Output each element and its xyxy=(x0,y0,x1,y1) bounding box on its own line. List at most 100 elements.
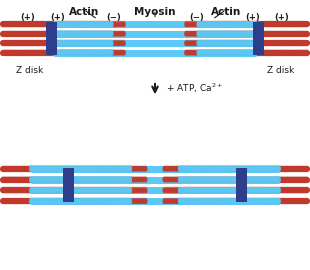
Ellipse shape xyxy=(235,21,239,27)
Ellipse shape xyxy=(63,187,67,193)
Ellipse shape xyxy=(166,198,170,204)
Ellipse shape xyxy=(281,31,284,37)
Ellipse shape xyxy=(215,49,219,56)
Ellipse shape xyxy=(1,166,5,172)
Ellipse shape xyxy=(35,198,39,205)
Ellipse shape xyxy=(218,165,221,172)
Ellipse shape xyxy=(8,31,12,37)
Ellipse shape xyxy=(171,187,175,193)
Ellipse shape xyxy=(75,40,79,46)
Ellipse shape xyxy=(77,165,81,172)
Ellipse shape xyxy=(101,40,105,47)
Ellipse shape xyxy=(178,198,182,205)
Ellipse shape xyxy=(284,166,288,172)
Ellipse shape xyxy=(190,165,194,172)
Ellipse shape xyxy=(69,198,73,205)
Ellipse shape xyxy=(33,165,37,172)
Ellipse shape xyxy=(195,50,198,56)
Ellipse shape xyxy=(105,21,109,28)
Ellipse shape xyxy=(20,166,24,172)
Ellipse shape xyxy=(3,166,7,172)
Ellipse shape xyxy=(218,176,221,183)
Ellipse shape xyxy=(205,50,209,56)
Ellipse shape xyxy=(12,40,16,46)
Ellipse shape xyxy=(294,177,298,183)
Ellipse shape xyxy=(126,166,130,172)
Ellipse shape xyxy=(38,31,42,37)
Ellipse shape xyxy=(117,50,121,56)
Ellipse shape xyxy=(67,198,71,205)
Ellipse shape xyxy=(77,198,81,205)
Ellipse shape xyxy=(252,21,256,28)
Ellipse shape xyxy=(249,187,252,193)
Ellipse shape xyxy=(226,31,230,37)
Ellipse shape xyxy=(63,176,67,183)
Ellipse shape xyxy=(263,198,267,204)
Ellipse shape xyxy=(233,187,237,194)
Ellipse shape xyxy=(113,40,117,46)
Ellipse shape xyxy=(188,165,192,172)
Ellipse shape xyxy=(105,177,109,183)
Ellipse shape xyxy=(24,21,28,27)
Ellipse shape xyxy=(83,49,87,56)
Ellipse shape xyxy=(291,40,295,46)
Ellipse shape xyxy=(61,31,64,37)
Ellipse shape xyxy=(254,21,258,28)
Ellipse shape xyxy=(101,30,105,37)
Ellipse shape xyxy=(269,187,273,194)
Ellipse shape xyxy=(268,166,272,172)
Ellipse shape xyxy=(59,165,63,172)
Ellipse shape xyxy=(101,21,105,27)
Ellipse shape xyxy=(302,31,305,37)
Ellipse shape xyxy=(128,165,132,172)
Ellipse shape xyxy=(279,198,282,204)
Ellipse shape xyxy=(63,40,66,47)
Ellipse shape xyxy=(84,50,87,56)
Ellipse shape xyxy=(213,21,217,28)
Ellipse shape xyxy=(219,187,224,194)
Ellipse shape xyxy=(191,166,194,172)
Ellipse shape xyxy=(178,187,182,193)
Ellipse shape xyxy=(14,198,17,204)
Ellipse shape xyxy=(64,166,69,172)
Ellipse shape xyxy=(43,40,47,46)
Ellipse shape xyxy=(45,165,49,172)
Ellipse shape xyxy=(53,187,57,194)
Ellipse shape xyxy=(217,198,221,204)
Ellipse shape xyxy=(282,177,286,183)
Ellipse shape xyxy=(232,198,235,205)
Ellipse shape xyxy=(81,187,85,194)
Ellipse shape xyxy=(49,198,53,204)
Ellipse shape xyxy=(226,187,230,193)
Ellipse shape xyxy=(77,198,81,204)
Ellipse shape xyxy=(68,40,72,46)
Ellipse shape xyxy=(189,166,193,172)
Ellipse shape xyxy=(51,198,54,204)
Ellipse shape xyxy=(223,40,227,47)
Ellipse shape xyxy=(189,187,193,193)
Ellipse shape xyxy=(231,40,235,46)
Ellipse shape xyxy=(184,165,188,172)
Ellipse shape xyxy=(272,40,276,46)
Ellipse shape xyxy=(65,176,69,183)
Ellipse shape xyxy=(227,30,231,37)
Ellipse shape xyxy=(71,198,75,205)
Ellipse shape xyxy=(110,198,114,205)
Ellipse shape xyxy=(188,50,191,56)
Ellipse shape xyxy=(249,50,253,56)
Ellipse shape xyxy=(293,50,297,56)
Ellipse shape xyxy=(108,31,112,37)
Ellipse shape xyxy=(42,31,45,37)
Ellipse shape xyxy=(31,40,35,46)
Ellipse shape xyxy=(214,165,217,172)
Ellipse shape xyxy=(108,30,112,37)
Ellipse shape xyxy=(287,21,291,27)
Ellipse shape xyxy=(47,187,51,193)
Ellipse shape xyxy=(233,165,237,172)
Ellipse shape xyxy=(56,40,60,47)
Ellipse shape xyxy=(112,187,116,193)
Ellipse shape xyxy=(229,165,233,172)
Ellipse shape xyxy=(83,40,87,47)
Ellipse shape xyxy=(184,166,187,172)
Ellipse shape xyxy=(75,30,79,37)
